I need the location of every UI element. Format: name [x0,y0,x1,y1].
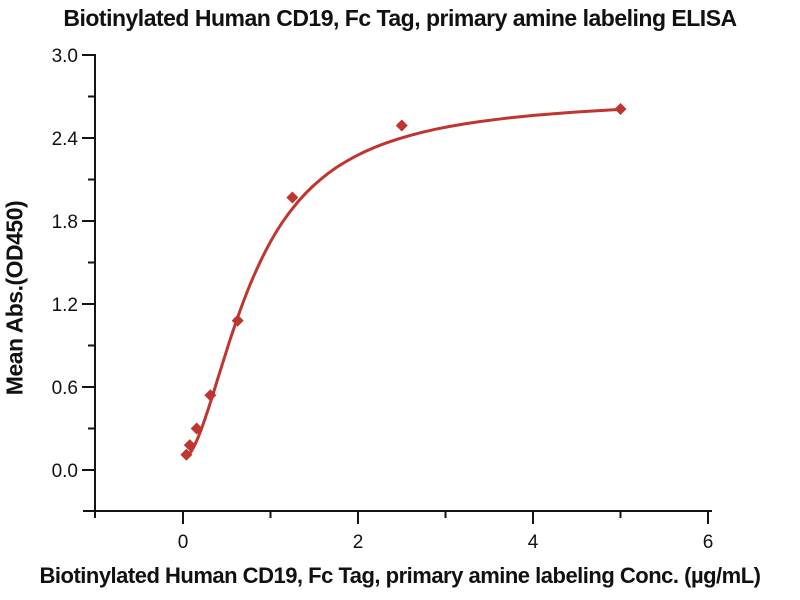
data-point-diamond [183,439,196,452]
data-point-diamond [286,191,299,204]
x-tick-label: 0 [178,532,189,553]
y-tick-label: 2.4 [52,129,79,150]
data-point-diamond [180,448,193,461]
fit-curve [184,107,622,460]
data-point-diamond [204,389,217,402]
data-point-diamond [614,102,627,115]
x-tick-label: 4 [528,532,539,553]
data-point-diamond [395,119,408,132]
y-tick-label: 0.6 [52,378,78,399]
y-tick-label: 1.2 [52,295,78,316]
data-point-diamond [190,422,203,435]
y-tick-label: 1.8 [52,212,78,233]
y-tick-label: 0.0 [52,461,78,482]
chart-title: Biotinylated Human CD19, Fc Tag, primary… [63,5,737,31]
x-tick-label: 2 [353,532,364,553]
x-tick-label: 6 [703,532,714,553]
data-point-diamond [231,314,244,327]
y-tick-label: 3.0 [52,46,78,67]
x-axis-label: Biotinylated Human CD19, Fc Tag, primary… [39,563,762,588]
